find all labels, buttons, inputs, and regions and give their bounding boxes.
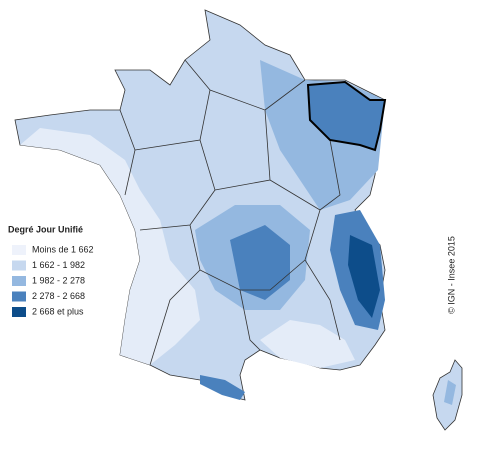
lorraine bbox=[308, 82, 385, 150]
legend-swatch bbox=[12, 260, 26, 271]
region-borders bbox=[119, 59, 341, 366]
legend-swatch bbox=[12, 245, 26, 255]
legend-swatch bbox=[12, 276, 26, 286]
legend-label: 1 662 - 1 982 bbox=[32, 260, 85, 270]
copyright: © IGN - Insee 2015 bbox=[446, 236, 456, 314]
west-lowlands bbox=[20, 128, 200, 365]
legend-label: 2 668 et plus bbox=[32, 306, 84, 316]
highlighted-region bbox=[306, 80, 387, 152]
legend-swatch bbox=[12, 307, 26, 317]
legend-title: Degré Jour Unifié bbox=[8, 224, 83, 234]
alps-high bbox=[348, 235, 380, 318]
legend: Degré Jour Unifié Moins de 1 662 1 662 - … bbox=[8, 224, 94, 317]
legend-swatch bbox=[12, 291, 26, 302]
france-map bbox=[14, 9, 463, 431]
corsica-high bbox=[444, 380, 456, 405]
pyrenees bbox=[200, 375, 245, 400]
mediterranean bbox=[260, 320, 355, 368]
legend-label: 1 982 - 2 278 bbox=[32, 275, 85, 285]
massif-central-high bbox=[230, 225, 290, 300]
legend-label: 2 278 - 2 668 bbox=[32, 291, 85, 301]
legend-label: Moins de 1 662 bbox=[32, 244, 94, 254]
